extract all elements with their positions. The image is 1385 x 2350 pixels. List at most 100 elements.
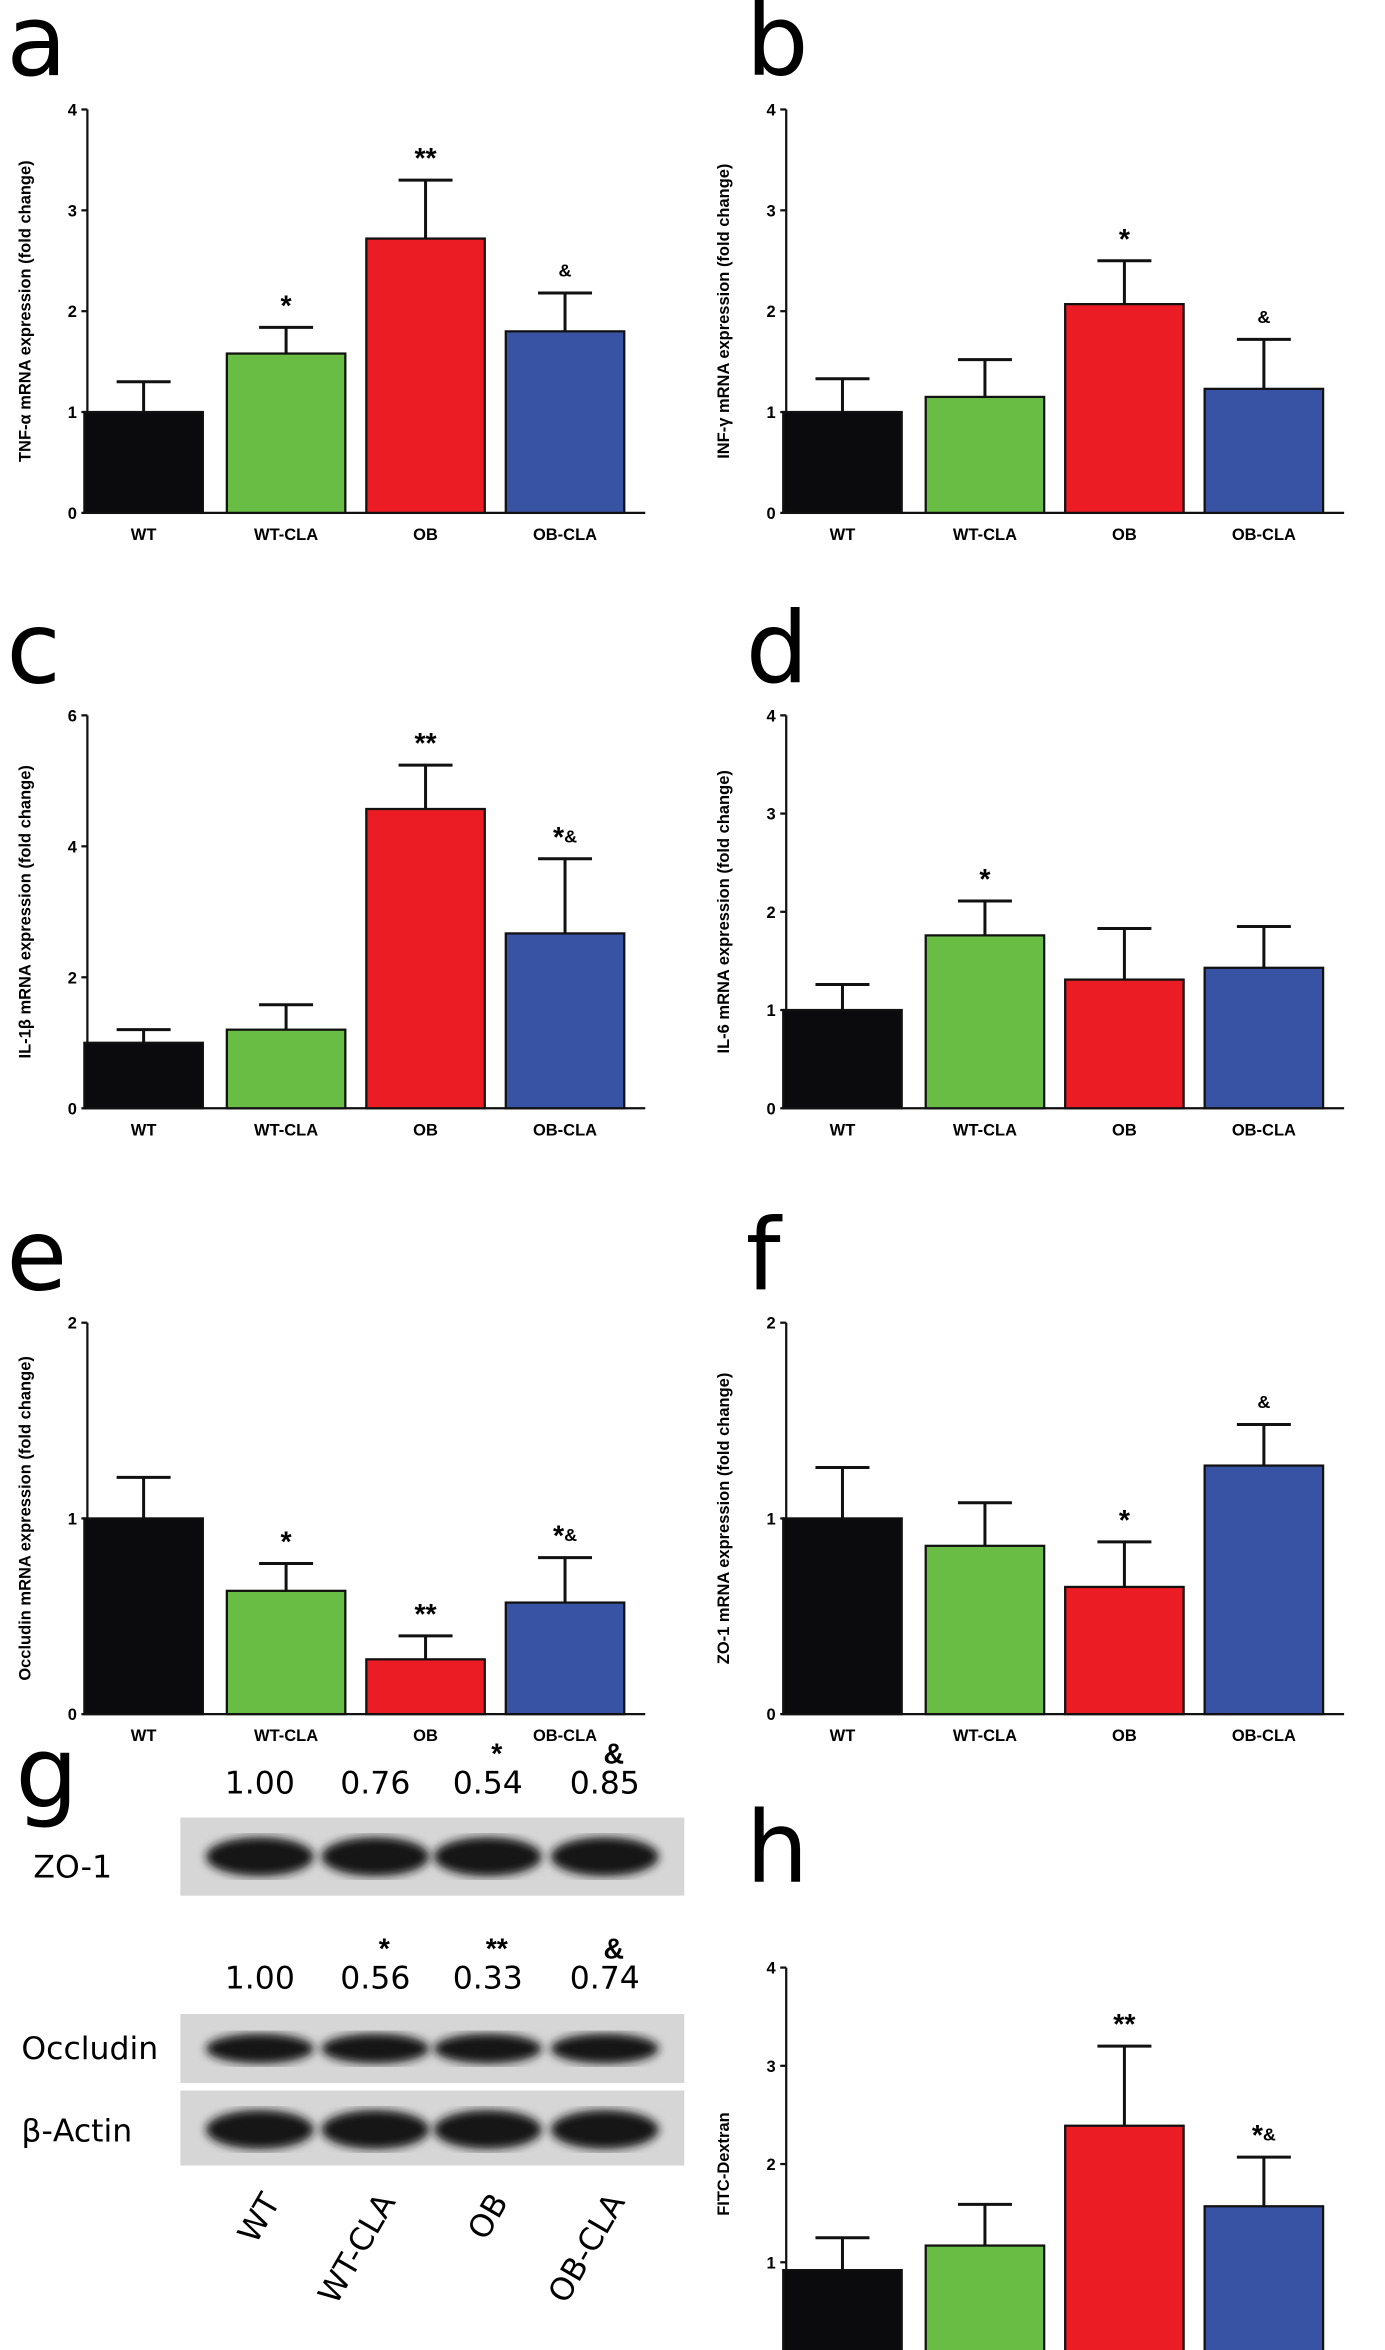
x-tick-label: WT-CLA [953, 1121, 1017, 1139]
bar-wt [83, 1041, 204, 1110]
y-axis-label: INF-γ mRNA expression (fold change) [715, 164, 733, 459]
significance-annotation: & [1257, 1392, 1270, 1412]
chart-f: f 0 1 2 ZO-1 mRNA expression (fold change) WT… [715, 1199, 1345, 1745]
x-tick-label: OB [1112, 1121, 1137, 1139]
y-tick-label: 4 [767, 101, 777, 119]
x-tick-label: OB [413, 1727, 438, 1745]
blot-row-label: ZO-1 [33, 1850, 112, 1886]
y-tick-label: 1 [767, 2254, 776, 2272]
y-tick-label: 0 [68, 505, 77, 523]
bar-wt-cla [225, 352, 347, 515]
blot-band [433, 2110, 542, 2150]
y-tick-label: 3 [767, 806, 776, 824]
chart-e: e 0 1 2 Occludin mRNA expression (fold chang… [6, 1199, 646, 1745]
y-tick-label: 2 [68, 969, 77, 987]
significance-annotation: ** [486, 1934, 509, 1966]
x-tick-label: OB-CLA [1232, 1121, 1296, 1139]
blot-band [205, 2033, 314, 2064]
y-tick-label: 4 [767, 707, 777, 725]
significance-annotation: & [603, 1934, 624, 1966]
bar-wt-cla [225, 1589, 347, 1716]
significance-annotation: ** [414, 143, 437, 175]
band-quantification: 0.33 [453, 1961, 523, 1997]
bar-ob [1064, 2124, 1185, 2350]
blot-row-label: β-Actin [21, 2114, 132, 2150]
significance-annotation: *& [553, 822, 577, 854]
y-tick-label: 0 [767, 1706, 776, 1724]
blot-band [433, 1837, 542, 1877]
bar-ob-cla [504, 330, 626, 515]
bar-wt-cla [225, 1028, 347, 1110]
significance-annotation: * [1119, 224, 1131, 256]
x-tick-label: OB-CLA [533, 1121, 597, 1139]
x-tick-label: WT-CLA [953, 1727, 1017, 1745]
bar-wt-cla [924, 395, 1046, 515]
x-tick-label: OB [1112, 1727, 1137, 1745]
chart-a: a 0 1 2 3 4 TNF-α mRNA expression (fold change… [6, 0, 646, 544]
significance-annotation: *& [1252, 2120, 1276, 2152]
panel-letter: d [746, 591, 809, 706]
blot-band [205, 2110, 314, 2150]
chart-c: c 0 2 4 6 IL-1β mRNA expression (fold change)… [6, 591, 646, 1139]
bar-wt-cla [924, 1544, 1046, 1716]
x-tick-label: OB-CLA [1232, 526, 1296, 544]
panel-letter: f [746, 1199, 783, 1314]
bar-wt-cla [924, 2244, 1046, 2350]
blot-band [321, 1837, 430, 1877]
bar-wt [782, 1008, 903, 1110]
significance-annotation: & [1257, 307, 1270, 327]
x-tick-label: OB [1112, 526, 1137, 544]
y-tick-label: 2 [68, 1315, 77, 1333]
y-axis-label: TNF-α mRNA expression (fold change) [16, 160, 34, 462]
panel-letter: c [6, 591, 60, 706]
y-axis-label: FITC-Dextran [715, 2112, 733, 2216]
x-tick-label: WT [830, 1727, 856, 1745]
significance-annotation: *& [553, 1521, 577, 1553]
x-tick-label: WT-CLA [953, 526, 1017, 544]
significance-annotation: ** [414, 1599, 437, 1631]
band-quantification: 0.85 [570, 1766, 640, 1802]
x-tick-label: WT-CLA [254, 1727, 318, 1745]
bar-wt [782, 1517, 903, 1716]
significance-annotation: ** [414, 728, 437, 760]
y-tick-label: 0 [68, 1706, 77, 1724]
y-tick-label: 6 [68, 707, 77, 725]
bar-wt-cla [924, 934, 1046, 1110]
y-tick-label: 0 [767, 1100, 776, 1118]
y-tick-label: 1 [767, 404, 776, 422]
y-tick-label: 2 [767, 904, 776, 922]
bar-ob [365, 807, 486, 1110]
y-tick-label: 2 [767, 303, 776, 321]
significance-annotation: * [379, 1934, 391, 1966]
y-tick-label: 0 [68, 1100, 77, 1118]
y-tick-label: 4 [68, 101, 78, 119]
blot-row-label: Occludin [21, 2031, 158, 2067]
blot-band [550, 2033, 659, 2064]
y-axis-label: ZO-1 mRNA expression (fold change) [715, 1373, 733, 1665]
significance-annotation: * [491, 1739, 503, 1771]
blot-band [321, 2110, 430, 2150]
significance-annotation: & [559, 261, 572, 281]
panel-letter: h [746, 1791, 809, 1906]
chart-b: b 0 1 2 3 4 INF-γ mRNA expression (fold change… [715, 0, 1345, 544]
panel-letter: b [746, 0, 809, 99]
y-tick-label: 3 [767, 2058, 776, 2076]
band-quantification: 0.56 [340, 1961, 410, 1997]
bar-ob [1064, 978, 1185, 1110]
band-quantification: 0.76 [340, 1766, 410, 1802]
bar-ob-cla [1203, 2205, 1325, 2350]
bar-wt [782, 2269, 903, 2350]
y-tick-label: 2 [767, 1315, 776, 1333]
chart-d: d 0 1 2 3 4 IL-6 mRNA expression (fold change)… [715, 591, 1345, 1139]
y-tick-label: 4 [68, 838, 78, 856]
significance-annotation: * [1119, 1505, 1131, 1537]
x-tick-label: WT [131, 1727, 157, 1745]
y-tick-label: 4 [767, 1960, 777, 1978]
bar-ob-cla [1203, 1464, 1325, 1716]
y-tick-label: 2 [68, 303, 77, 321]
band-quantification: 0.54 [453, 1766, 523, 1802]
panel-letter: g [15, 1716, 78, 1831]
bar-ob-cla [504, 1601, 626, 1716]
